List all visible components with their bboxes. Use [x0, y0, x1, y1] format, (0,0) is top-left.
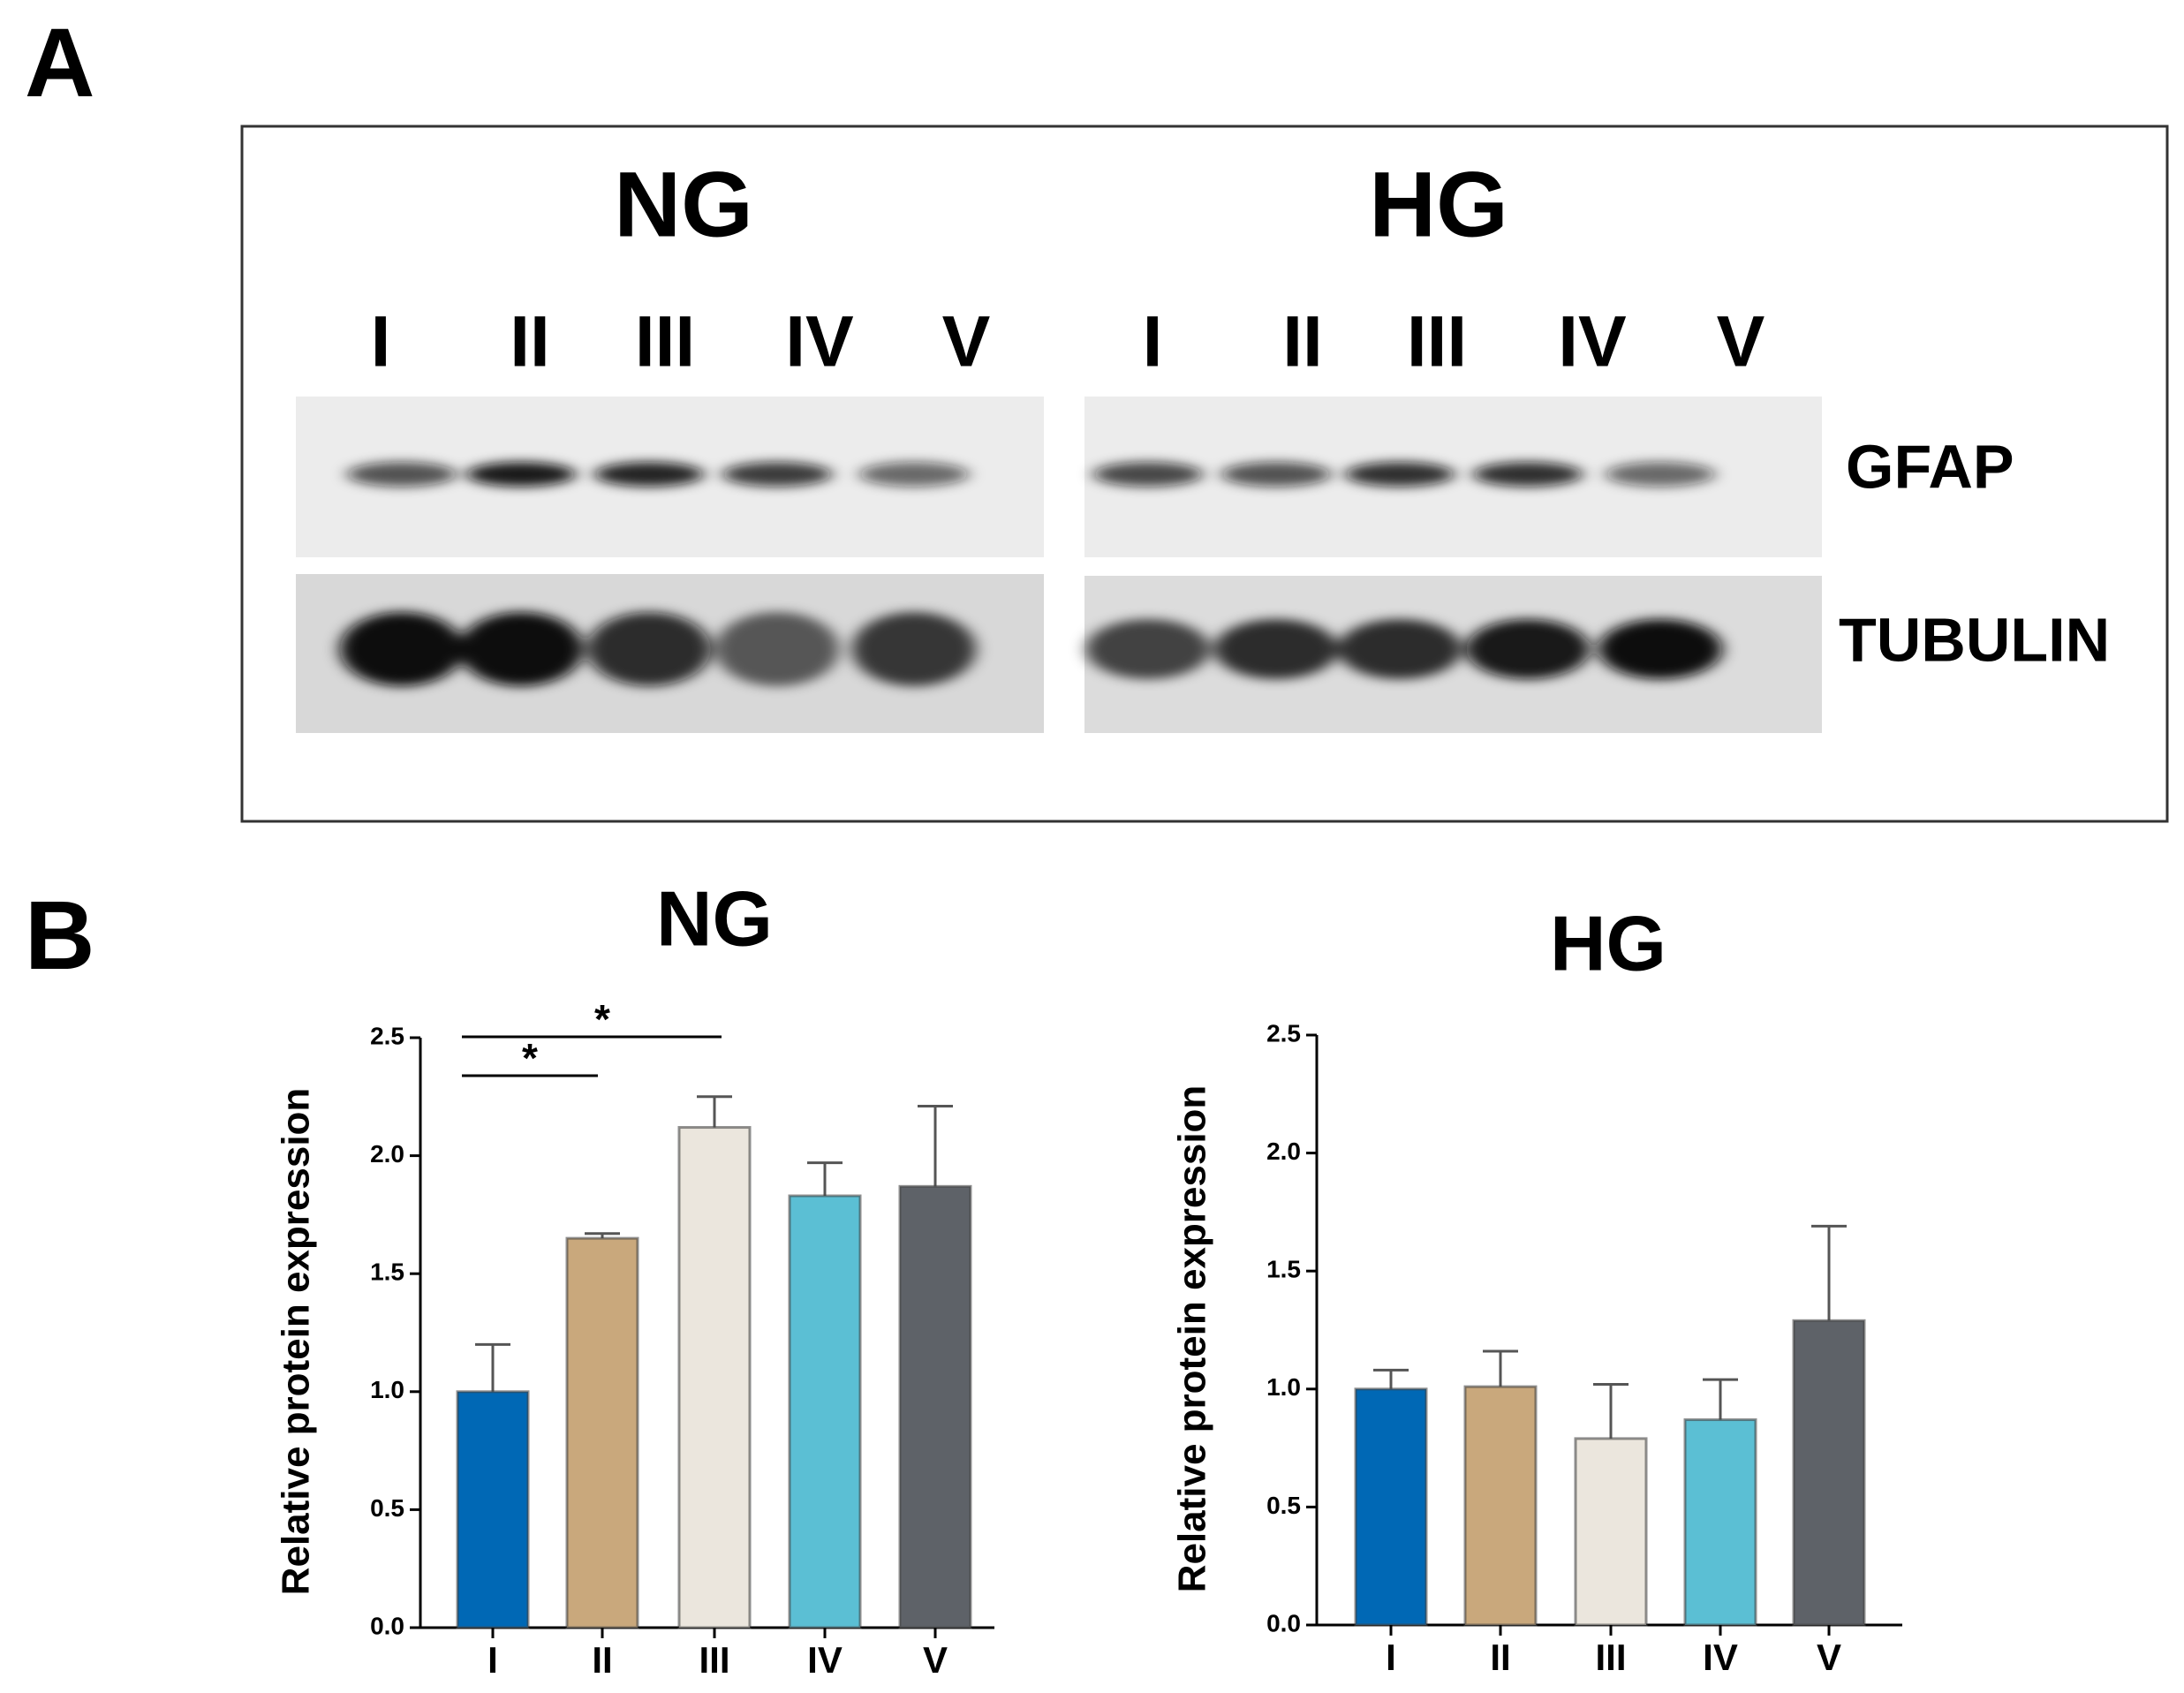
x-tick-label: IV: [807, 1639, 843, 1681]
y-tick-label: 0.0: [370, 1612, 404, 1639]
x-tick-label: II: [1490, 1636, 1510, 1678]
x-tick-label: I: [1386, 1636, 1396, 1678]
lane-label: II: [1282, 302, 1323, 382]
band: [594, 462, 704, 487]
lane-label: V: [1717, 302, 1765, 382]
band: [340, 612, 464, 686]
x-tick-label: III: [699, 1639, 729, 1681]
row-label: TUBULIN: [1839, 605, 2110, 674]
bar: [788, 1194, 862, 1629]
band: [852, 612, 976, 686]
band: [347, 462, 457, 487]
x-tick-label: III: [1595, 1636, 1626, 1678]
band: [1598, 619, 1722, 679]
band: [1473, 462, 1583, 487]
bar: [677, 1126, 752, 1629]
y-tick-label: 1.5: [1266, 1256, 1301, 1283]
y-tick-label: 2.0: [370, 1140, 404, 1168]
chart-title: NG: [656, 874, 773, 962]
lane-label: III: [1407, 302, 1467, 382]
band: [1086, 619, 1210, 679]
x-tick-label: V: [923, 1639, 948, 1681]
significance-label: *: [522, 1035, 538, 1081]
band: [722, 462, 832, 487]
y-tick-label: 0.0: [1266, 1609, 1301, 1636]
x-tick-label: I: [487, 1639, 498, 1681]
band: [1345, 462, 1455, 487]
lane-label: III: [635, 302, 695, 382]
band: [587, 612, 711, 686]
y-tick-label: 1.0: [370, 1376, 404, 1403]
significance-label: *: [594, 996, 610, 1042]
band: [466, 462, 576, 487]
band: [1466, 619, 1590, 679]
panel-label: B: [25, 881, 94, 990]
y-tick-label: 1.5: [370, 1258, 404, 1286]
y-tick-label: 2.0: [1266, 1137, 1301, 1165]
x-tick-label: IV: [1703, 1636, 1738, 1678]
bar: [1463, 1385, 1538, 1627]
y-tick-label: 1.0: [1266, 1373, 1301, 1401]
bar: [898, 1184, 972, 1629]
y-tick-label: 2.5: [370, 1022, 404, 1049]
y-tick-label: 2.5: [1266, 1019, 1301, 1047]
bar: [1792, 1319, 1866, 1627]
lane-label: I: [371, 302, 391, 382]
lane-label: V: [942, 302, 991, 382]
lane-label: IV: [1558, 302, 1627, 382]
band: [1221, 462, 1331, 487]
x-tick-label: II: [592, 1639, 612, 1681]
band: [1606, 462, 1715, 487]
row-label: GFAP: [1846, 432, 2014, 501]
lane-label: IV: [785, 302, 854, 382]
band: [715, 612, 839, 686]
y-tick-label: 0.5: [370, 1494, 404, 1522]
panel-a-box: [240, 125, 2169, 823]
panel-label: A: [25, 9, 94, 117]
band: [459, 612, 583, 686]
chart-title: HG: [1550, 899, 1666, 986]
blot-bands: [340, 462, 1722, 686]
bar: [1683, 1418, 1757, 1627]
band: [1093, 462, 1203, 487]
lane-label: I: [1143, 302, 1163, 382]
y-tick-label: 0.5: [1266, 1492, 1301, 1519]
band: [1214, 619, 1338, 679]
bar: [1354, 1387, 1428, 1627]
band: [859, 462, 969, 487]
group-title: HG: [1369, 154, 1508, 257]
lane-label: II: [510, 302, 550, 382]
bar: [1574, 1437, 1648, 1627]
bar: [565, 1236, 639, 1629]
y-axis-label: Relative protein expression: [1171, 1085, 1214, 1593]
x-tick-label: V: [1817, 1636, 1841, 1678]
bar: [456, 1390, 530, 1629]
y-axis-label: Relative protein expression: [275, 1088, 318, 1596]
group-title: NG: [614, 154, 753, 257]
band: [1338, 619, 1462, 679]
